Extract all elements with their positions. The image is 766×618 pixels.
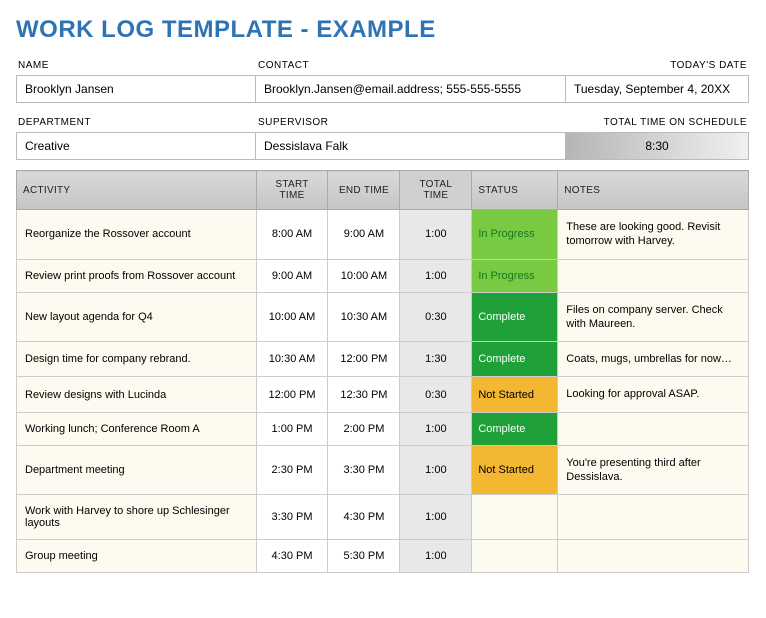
cell-end: 9:00 AM [328, 210, 400, 260]
info-row-1: NAME CONTACT TODAY'S DATE Brooklyn Janse… [16, 56, 750, 103]
cell-end: 4:30 PM [328, 495, 400, 540]
cell-status: In Progress [472, 210, 558, 260]
cell-activity: New layout agenda for Q4 [17, 292, 257, 342]
cell-status: Not Started [472, 445, 558, 495]
cell-end: 12:00 PM [328, 342, 400, 377]
cell-activity: Review designs with Lucinda [17, 377, 257, 412]
cell-start: 10:00 AM [256, 292, 328, 342]
cell-total: 1:30 [400, 342, 472, 377]
page-title: WORK LOG TEMPLATE - EXAMPLE [16, 16, 750, 44]
cell-status [472, 495, 558, 540]
contact-value: Brooklyn.Jansen@email.address; 555-555-5… [256, 75, 566, 103]
cell-end: 10:30 AM [328, 292, 400, 342]
cell-activity: Reorganize the Rossover account [17, 210, 257, 260]
cell-end: 12:30 PM [328, 377, 400, 412]
cell-status: Complete [472, 292, 558, 342]
th-notes: NOTES [558, 171, 749, 210]
cell-start: 3:30 PM [256, 495, 328, 540]
table-row: Review print proofs from Rossover accoun… [17, 259, 749, 292]
cell-notes [558, 540, 749, 573]
cell-start: 10:30 AM [256, 342, 328, 377]
th-total: TOTAL TIME [400, 171, 472, 210]
date-value: Tuesday, September 4, 20XX [566, 75, 749, 103]
cell-activity: Department meeting [17, 445, 257, 495]
cell-notes: These are looking good. Revisit tomorrow… [558, 210, 749, 260]
label-name: NAME [16, 56, 256, 75]
cell-total: 1:00 [400, 495, 472, 540]
table-row: Group meeting4:30 PM5:30 PM1:00 [17, 540, 749, 573]
cell-start: 9:00 AM [256, 259, 328, 292]
cell-notes [558, 259, 749, 292]
label-date: TODAY'S DATE [566, 56, 749, 75]
cell-start: 12:00 PM [256, 377, 328, 412]
table-header-row: ACTIVITY START TIME END TIME TOTAL TIME … [17, 171, 749, 210]
th-end: END TIME [328, 171, 400, 210]
cell-notes: Looking for approval ASAP. [558, 377, 749, 412]
label-supervisor: SUPERVISOR [256, 113, 566, 132]
cell-notes: You're presenting third after Dessislava… [558, 445, 749, 495]
cell-activity: Design time for company rebrand. [17, 342, 257, 377]
cell-start: 8:00 AM [256, 210, 328, 260]
cell-notes [558, 495, 749, 540]
cell-total: 1:00 [400, 259, 472, 292]
table-row: Department meeting2:30 PM3:30 PM1:00Not … [17, 445, 749, 495]
total-time-value: 8:30 [566, 132, 749, 160]
department-value: Creative [16, 132, 256, 160]
cell-start: 2:30 PM [256, 445, 328, 495]
cell-status: Not Started [472, 377, 558, 412]
cell-total: 1:00 [400, 540, 472, 573]
cell-status [472, 540, 558, 573]
cell-notes: Coats, mugs, umbrellas for now… [558, 342, 749, 377]
cell-total: 1:00 [400, 445, 472, 495]
label-contact: CONTACT [256, 56, 566, 75]
cell-status: In Progress [472, 259, 558, 292]
label-department: DEPARTMENT [16, 113, 256, 132]
cell-end: 5:30 PM [328, 540, 400, 573]
cell-start: 4:30 PM [256, 540, 328, 573]
table-row: Work with Harvey to shore up Schlesinger… [17, 495, 749, 540]
cell-activity: Review print proofs from Rossover accoun… [17, 259, 257, 292]
th-status: STATUS [472, 171, 558, 210]
cell-end: 10:00 AM [328, 259, 400, 292]
table-row: New layout agenda for Q410:00 AM10:30 AM… [17, 292, 749, 342]
cell-total: 0:30 [400, 377, 472, 412]
cell-end: 2:00 PM [328, 412, 400, 445]
supervisor-value: Dessislava Falk [256, 132, 566, 160]
table-row: Reorganize the Rossover account8:00 AM9:… [17, 210, 749, 260]
name-value: Brooklyn Jansen [16, 75, 256, 103]
cell-start: 1:00 PM [256, 412, 328, 445]
cell-status: Complete [472, 412, 558, 445]
cell-end: 3:30 PM [328, 445, 400, 495]
cell-notes [558, 412, 749, 445]
cell-notes: Files on company server. Check with Maur… [558, 292, 749, 342]
info-row-2: DEPARTMENT SUPERVISOR TOTAL TIME ON SCHE… [16, 113, 750, 160]
cell-activity: Group meeting [17, 540, 257, 573]
cell-total: 1:00 [400, 412, 472, 445]
cell-activity: Working lunch; Conference Room A [17, 412, 257, 445]
table-row: Working lunch; Conference Room A1:00 PM2… [17, 412, 749, 445]
table-row: Design time for company rebrand.10:30 AM… [17, 342, 749, 377]
cell-activity: Work with Harvey to shore up Schlesinger… [17, 495, 257, 540]
cell-total: 0:30 [400, 292, 472, 342]
label-total-time: TOTAL TIME ON SCHEDULE [566, 113, 749, 132]
th-activity: ACTIVITY [17, 171, 257, 210]
cell-total: 1:00 [400, 210, 472, 260]
table-row: Review designs with Lucinda12:00 PM12:30… [17, 377, 749, 412]
work-log-table: ACTIVITY START TIME END TIME TOTAL TIME … [16, 170, 749, 573]
th-start: START TIME [256, 171, 328, 210]
cell-status: Complete [472, 342, 558, 377]
